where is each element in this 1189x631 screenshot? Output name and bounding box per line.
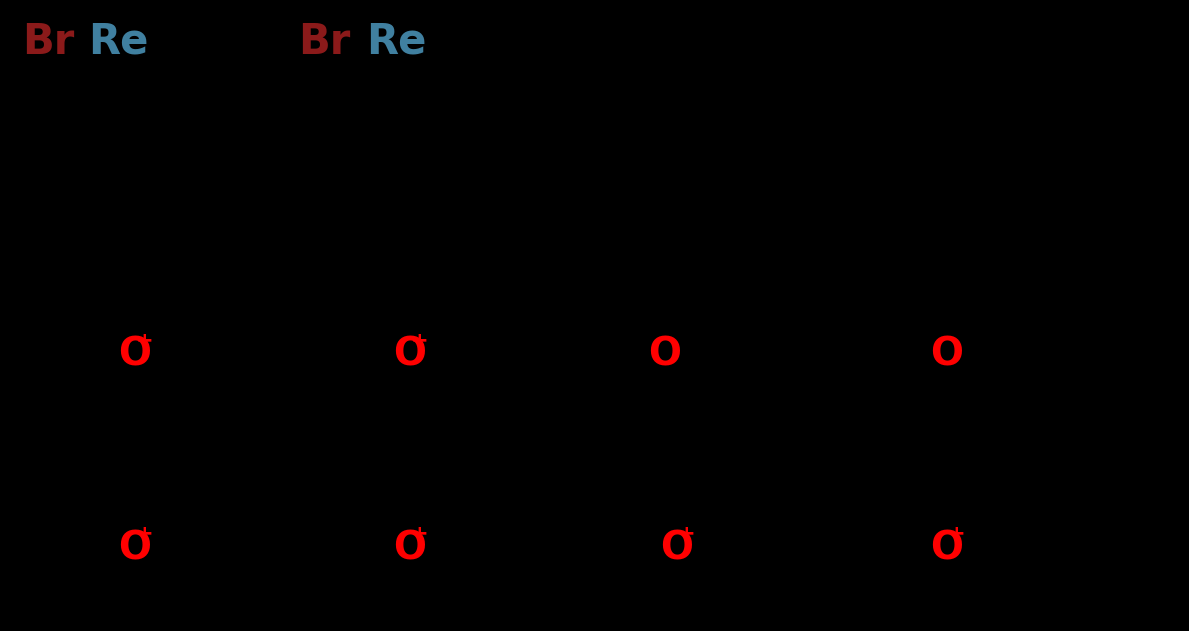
Text: O: O xyxy=(118,336,151,374)
Text: +: + xyxy=(136,524,153,544)
Text: +: + xyxy=(136,331,153,351)
Text: O: O xyxy=(394,529,426,567)
Text: O: O xyxy=(930,529,963,567)
Text: +: + xyxy=(411,524,428,544)
Text: Re: Re xyxy=(366,21,427,63)
Text: Re: Re xyxy=(88,21,149,63)
Text: O: O xyxy=(394,336,426,374)
Text: Br: Br xyxy=(23,21,74,63)
Text: Br: Br xyxy=(298,21,351,63)
Text: +: + xyxy=(411,331,428,351)
Text: O: O xyxy=(648,336,681,374)
Text: O: O xyxy=(118,529,151,567)
Text: O: O xyxy=(930,336,963,374)
Text: +: + xyxy=(678,524,696,544)
Text: +: + xyxy=(948,524,965,544)
Text: O: O xyxy=(660,529,693,567)
